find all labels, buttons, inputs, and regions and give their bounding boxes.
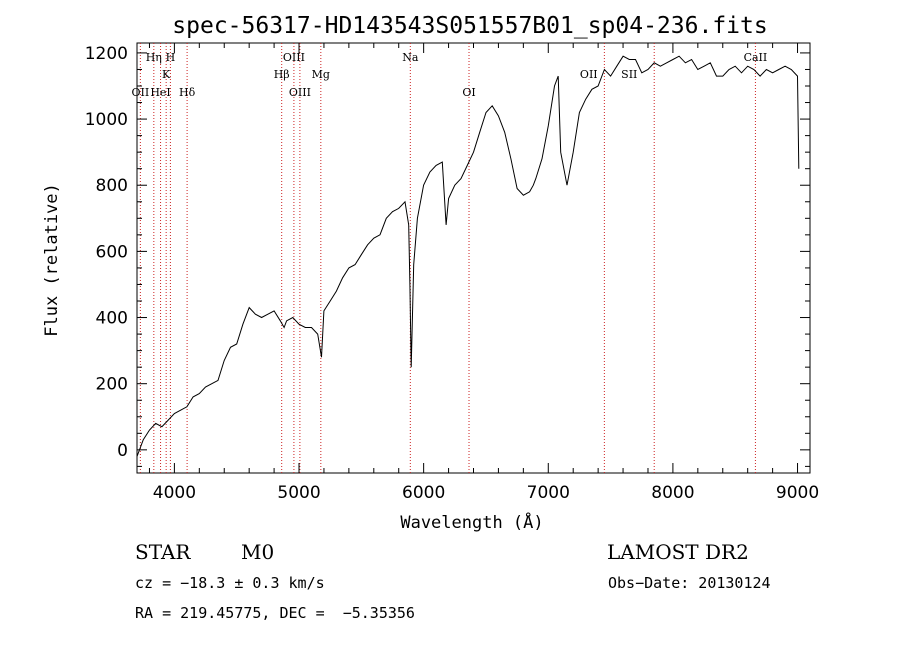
observation-date: Obs−Date: 20130124 <box>608 574 771 592</box>
x-tick-label: 5000 <box>277 483 320 503</box>
x-tick-label: 6000 <box>402 483 445 503</box>
coordinates: RA = 219.45775, DEC = −5.35356 <box>135 604 415 622</box>
y-tick-label: 0 <box>117 441 128 461</box>
line-label: Mg <box>312 68 330 81</box>
spectrum-chart: spec-56317-HD143543S051557B01_sp04-236.f… <box>42 13 819 533</box>
line-label: HeI <box>150 86 170 99</box>
line-label: H <box>166 51 176 64</box>
survey-name: LAMOST DR2 <box>607 540 749 564</box>
line-label: OII <box>580 68 598 81</box>
object-class: STAR <box>135 540 191 564</box>
y-axis-label: Flux (relative) <box>42 183 62 337</box>
y-tick-label: 600 <box>96 242 128 262</box>
line-label: OIII <box>289 86 311 99</box>
x-tick-label: 8000 <box>651 483 694 503</box>
x-tick-label: 9000 <box>776 483 819 503</box>
y-tick-label: 800 <box>96 176 128 196</box>
y-tick-label: 200 <box>96 375 128 395</box>
line-label: Hη <box>146 51 162 64</box>
x-tick-label: 7000 <box>527 483 570 503</box>
line-label: K <box>162 68 171 81</box>
line-label: OI <box>462 86 475 99</box>
x-axis-label: Wavelength (Å) <box>400 511 543 533</box>
line-label: Hδ <box>179 86 196 99</box>
x-tick-label: 4000 <box>153 483 196 503</box>
line-label: Na <box>402 51 419 64</box>
y-tick-label: 1200 <box>85 44 128 64</box>
line-label: OIII <box>283 51 305 64</box>
line-label: SII <box>621 68 637 81</box>
redshift-velocity: cz = −18.3 ± 0.3 km/s <box>135 574 325 592</box>
line-label: OII <box>132 86 150 99</box>
line-label: Hβ <box>274 68 290 81</box>
line-marker-layer <box>139 43 756 473</box>
y-tick-label: 1000 <box>85 110 128 130</box>
spectrum-line <box>136 55 800 457</box>
chart-title: spec-56317-HD143543S051557B01_sp04-236.f… <box>172 13 767 39</box>
plot-frame <box>136 42 811 474</box>
axis-ticks: 4000 5000 6000 7000 8000 9000 0 200 400 600 800 100… <box>85 43 819 503</box>
y-tick-label: 400 <box>96 309 128 329</box>
line-label: CaII <box>744 51 768 64</box>
object-subclass: M0 <box>241 540 275 564</box>
